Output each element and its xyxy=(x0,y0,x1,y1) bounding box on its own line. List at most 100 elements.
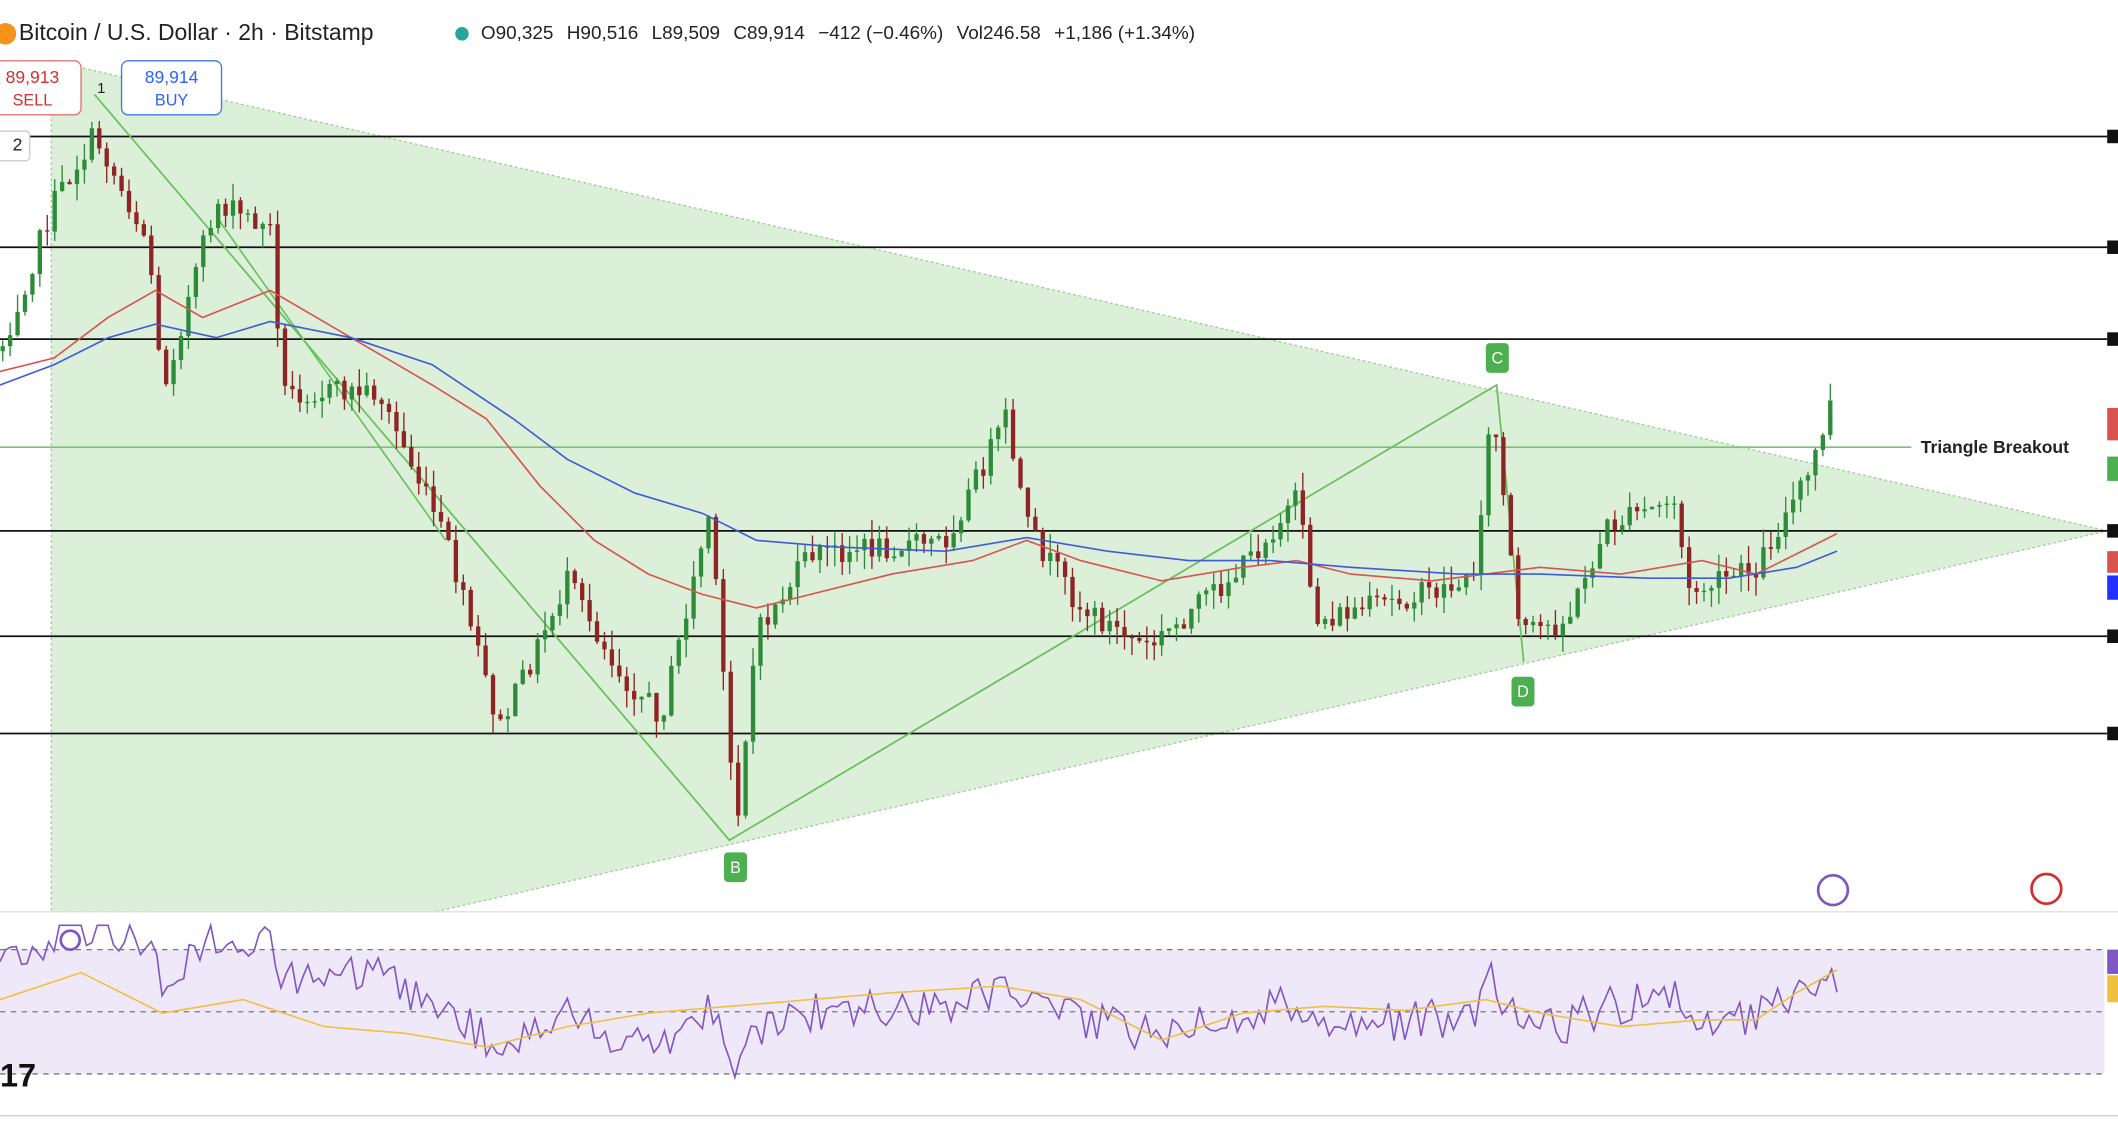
candle-body xyxy=(1159,631,1164,646)
sell-button[interactable]: 89,913 SELL xyxy=(0,60,82,116)
candle-body xyxy=(1055,552,1060,562)
candle-body xyxy=(111,166,117,176)
candle-body xyxy=(37,230,43,275)
candle-body xyxy=(1070,576,1075,608)
point-b: B xyxy=(724,852,747,883)
candle-body xyxy=(1768,547,1774,549)
candle-body xyxy=(1048,552,1053,562)
candle-body xyxy=(201,235,206,268)
candle-body xyxy=(282,328,288,386)
candle-body xyxy=(1256,551,1261,559)
candle-body xyxy=(550,615,555,631)
candle-body xyxy=(1166,628,1172,632)
candle-body xyxy=(1233,577,1239,583)
candle-body xyxy=(1263,542,1268,559)
candle-body xyxy=(565,570,570,605)
candle-body xyxy=(1315,586,1320,624)
candle-body xyxy=(312,401,317,403)
candle-body xyxy=(438,511,444,522)
candle-body xyxy=(1701,590,1707,593)
candle-body xyxy=(1478,515,1484,575)
ohlc: O90,325 H90,516 L89,509 C89,914 −412 (−0… xyxy=(481,23,1195,44)
candle-body xyxy=(684,618,689,640)
candle-body xyxy=(1278,523,1283,540)
candle-body xyxy=(654,692,659,722)
candle-body xyxy=(1612,519,1618,531)
chart-icons[interactable] xyxy=(59,872,2063,951)
candle-body xyxy=(1820,434,1826,450)
candle-body xyxy=(587,600,592,622)
quantity: 1 xyxy=(97,81,105,97)
point-label: D xyxy=(1517,683,1529,701)
candle-body xyxy=(208,228,213,236)
candle-body xyxy=(765,617,771,625)
candle-body xyxy=(1100,607,1105,632)
candle-body xyxy=(1783,512,1788,537)
candle-body xyxy=(1345,607,1350,619)
candle-body xyxy=(215,203,221,229)
candle-body xyxy=(1389,598,1395,601)
candle-body xyxy=(1575,588,1580,617)
candle-body xyxy=(126,190,132,213)
horizontal-levels xyxy=(0,135,2108,735)
candle-body xyxy=(67,181,72,185)
candle-body xyxy=(156,275,161,350)
candle-body xyxy=(446,521,451,540)
candle-body xyxy=(1196,594,1201,609)
candle-body xyxy=(639,696,644,700)
candle-body xyxy=(1404,603,1409,609)
candle-body xyxy=(1300,490,1305,525)
candle-body xyxy=(30,274,35,295)
candle-body xyxy=(1152,642,1157,646)
candle-body xyxy=(1129,636,1135,639)
candle-body xyxy=(1181,624,1187,629)
candle-body xyxy=(847,551,852,562)
point-d: D xyxy=(1511,676,1535,707)
candle-body xyxy=(609,649,615,666)
candle-body xyxy=(624,676,629,691)
candle-body xyxy=(1753,573,1759,578)
candle-body xyxy=(1790,499,1796,513)
candle-body xyxy=(468,589,473,627)
candle-body xyxy=(936,536,941,539)
open: O90,325 xyxy=(481,23,554,44)
candle-body xyxy=(1449,584,1454,591)
candle-body xyxy=(1270,539,1276,543)
candle-body xyxy=(275,224,280,329)
candle-body xyxy=(1382,597,1387,600)
buy-button[interactable]: 89,914 BUY xyxy=(120,60,223,116)
candle-body xyxy=(1211,584,1216,591)
candle-body xyxy=(52,190,57,232)
candle-body xyxy=(929,538,934,544)
candle-body xyxy=(1441,584,1447,598)
candle-body xyxy=(691,576,696,619)
candle-body xyxy=(528,669,533,675)
candle-body xyxy=(22,294,28,312)
indicator-toggle[interactable]: 2 xyxy=(0,130,31,162)
candle-body xyxy=(973,469,979,490)
candle-body xyxy=(944,536,949,548)
point-label: C xyxy=(1491,350,1503,368)
candle-body xyxy=(431,486,436,512)
rsi-line xyxy=(0,922,1838,1081)
sell-price: 89,913 xyxy=(6,67,60,87)
candle-body xyxy=(342,380,347,400)
candle-body xyxy=(1330,618,1335,626)
candle-body xyxy=(1077,607,1083,610)
candle-body xyxy=(1672,503,1677,505)
moving-average-slow xyxy=(0,320,1838,579)
candle-body xyxy=(810,552,815,561)
candle-body xyxy=(1605,519,1610,544)
candle-body xyxy=(1397,598,1402,604)
candle-body xyxy=(966,489,971,521)
candle-body xyxy=(1731,575,1736,578)
candle-body xyxy=(877,538,882,557)
candle-body xyxy=(1813,449,1818,476)
point-c: C xyxy=(1485,343,1509,373)
breakout-label: Triangle Breakout xyxy=(1921,437,2069,457)
candle-body xyxy=(230,200,236,216)
market-status xyxy=(455,27,469,41)
candle-body xyxy=(1033,516,1038,531)
candle-body xyxy=(82,159,87,170)
